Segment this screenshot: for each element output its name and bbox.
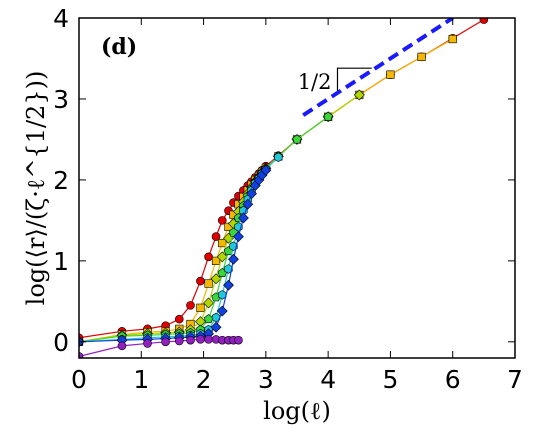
series-blue-point [223, 279, 234, 291]
x-tick-label: 3 [258, 365, 274, 394]
series-orange-point [204, 279, 213, 288]
panel-label: (d) [101, 34, 137, 60]
series-purple [79, 335, 243, 358]
series-orange-point [448, 34, 457, 44]
series-blue-point [242, 198, 254, 210]
series-yellowgreen-point [203, 297, 214, 309]
series-red-point [186, 301, 195, 310]
series-red-point [479, 18, 489, 24]
series-green-point [292, 134, 302, 144]
x-tick-label: 1 [133, 365, 149, 394]
series-blue-point [260, 164, 272, 176]
y-tick-label: 3 [53, 85, 69, 114]
series-blue-point [210, 321, 222, 333]
x-tick-label: 5 [382, 365, 398, 394]
series-green-point [323, 111, 333, 121]
y-axis-label: log(⟨r⟩/(ζ·ℓ^{1/2})) [22, 71, 50, 306]
series-purple-point [196, 335, 205, 344]
series-red-point [217, 216, 227, 225]
series-red-point [196, 276, 205, 286]
slope-bracket [336, 67, 372, 91]
x-axis-label: log(ℓ) [263, 397, 331, 425]
series-orange-point [211, 256, 221, 265]
y-tick-label: 2 [53, 166, 69, 195]
series-yellowgreen-point [353, 89, 365, 101]
series-purple-point [186, 335, 195, 345]
x-tick-label: 4 [320, 365, 336, 394]
slope-guide-line [302, 18, 454, 117]
series-blue-point [216, 305, 228, 317]
series-orange-point [417, 52, 426, 61]
series-purple-point [174, 336, 184, 346]
series-purple-point [117, 341, 127, 351]
series-purple-point [234, 335, 243, 345]
series-red-point [174, 314, 184, 324]
series-purple-point [204, 335, 213, 344]
y-tick-label: 4 [53, 4, 69, 33]
series-blue-point [228, 253, 239, 265]
series-blue-point [238, 212, 249, 224]
series-orange-point [218, 238, 227, 248]
series-cyan-point [274, 152, 283, 162]
series-purple-point [161, 337, 170, 347]
series-purple-point [143, 339, 152, 348]
series-blue-point [233, 231, 244, 242]
x-tick-label: 2 [196, 365, 212, 394]
series-orange-point [196, 303, 205, 312]
plot-area [79, 18, 515, 358]
series-purple-point [79, 352, 84, 358]
slope-label: 1/2 [298, 70, 332, 94]
series-blue-point [246, 188, 257, 200]
y-tick-label: 0 [53, 328, 69, 357]
plot-frame [78, 17, 516, 359]
y-tick-label: 1 [53, 247, 69, 276]
series-red-point [204, 252, 213, 262]
x-tick-label: 7 [507, 365, 523, 394]
series-red-point [211, 232, 221, 241]
x-tick-label: 0 [71, 365, 87, 394]
x-tick-label: 6 [445, 365, 461, 394]
series-blue [79, 164, 272, 348]
series-orange-point [386, 70, 395, 79]
